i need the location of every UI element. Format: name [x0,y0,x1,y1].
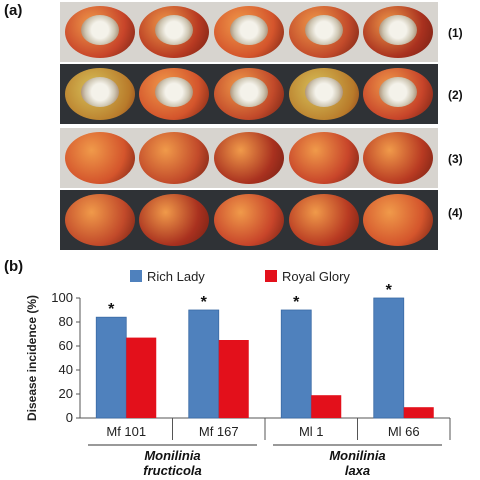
fruit-2-3 [214,68,284,120]
fruit-2-1 [65,68,135,120]
fruit-3-4 [289,132,359,184]
rot-lesion [305,77,343,107]
x-tick-label: Ml 66 [388,424,420,439]
y-tick-label: 80 [59,314,73,329]
panel-a-label: (a) [4,2,22,19]
fruit-1-3 [214,6,284,58]
fruit-row-2 [60,64,438,124]
rot-lesion [155,15,193,45]
x-tick-label: Mf 167 [199,424,239,439]
y-tick-label: 60 [59,338,73,353]
significance-marker: * [386,282,393,299]
disease-incidence-chart: 0 20 40 60 80 100 Disease incidence (%) * Mf 101… [0,258,480,480]
group-label-line2: fructicola [143,463,202,478]
row-label-3: (3) [448,152,463,166]
fruit-2-5 [363,68,433,120]
fruit-1-4 [289,6,359,58]
legend-swatch [130,270,142,282]
fruit-3-1 [65,132,135,184]
fruit-row-3 [60,128,438,188]
fruit-4-5 [363,194,433,246]
significance-marker: * [201,294,208,311]
legend-label: Rich Lady [147,269,205,284]
row-label-2: (2) [448,88,463,102]
bar-royal-glory [404,407,434,418]
bar-rich-lady [96,317,126,418]
significance-marker: * [108,301,115,318]
fruit-1-1 [65,6,135,58]
row-label-4: (4) [448,206,463,220]
y-tick-label: 20 [59,386,73,401]
fruit-1-5 [363,6,433,58]
rot-lesion [155,77,193,107]
bar-rich-lady [189,310,219,418]
row-label-1: (1) [448,26,463,40]
fruit-4-2 [139,194,209,246]
y-tick-label: 100 [51,290,73,305]
group-label-line1: Monilinia [329,448,385,463]
group-label-line2: laxa [345,463,370,478]
x-tick-label: Ml 1 [299,424,324,439]
legend-swatch [265,270,277,282]
bar-royal-glory [126,338,156,418]
fruit-2-2 [139,68,209,120]
fruit-1-2 [139,6,209,58]
y-tick-label: 40 [59,362,73,377]
rot-lesion [230,15,268,45]
significance-marker: * [293,294,300,311]
rot-lesion [379,77,417,107]
rot-lesion [305,15,343,45]
rot-lesion [230,77,268,107]
x-tick-label: Mf 101 [106,424,146,439]
bar-rich-lady [374,298,404,418]
rot-lesion [81,77,119,107]
fruit-4-1 [65,194,135,246]
bar-royal-glory [219,340,249,418]
y-tick-label: 0 [66,410,73,425]
fruit-row-4 [60,190,438,250]
rot-lesion [379,15,417,45]
fruit-3-3 [214,132,284,184]
fruit-3-5 [363,132,433,184]
fruit-4-4 [289,194,359,246]
rot-lesion [81,15,119,45]
group-label-line1: Monilinia [144,448,200,463]
fruit-3-2 [139,132,209,184]
legend-label: Royal Glory [282,269,350,284]
y-axis-label: Disease incidence (%) [25,295,39,421]
fruit-4-3 [214,194,284,246]
fruit-2-4 [289,68,359,120]
fruit-photo-strips [60,0,438,252]
bar-rich-lady [281,310,311,418]
bar-royal-glory [311,395,341,418]
fruit-row-1 [60,2,438,62]
